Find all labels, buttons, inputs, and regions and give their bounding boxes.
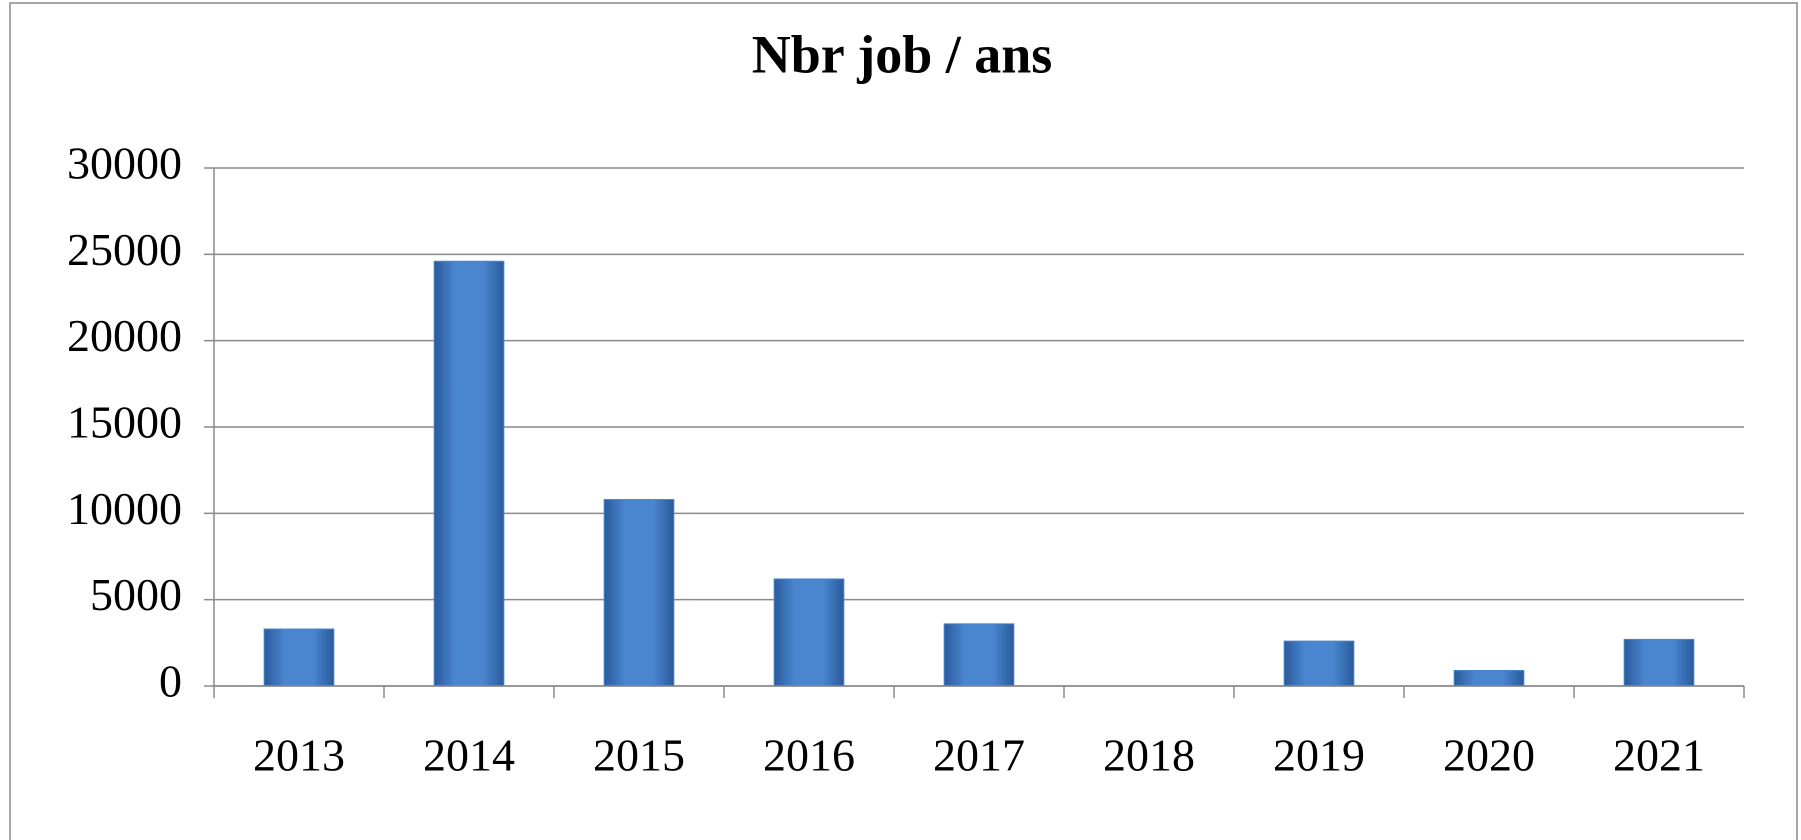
x-tick-label: 2019 bbox=[1273, 730, 1365, 781]
x-tick-label: 2015 bbox=[593, 730, 685, 781]
y-tick-label: 30000 bbox=[67, 138, 182, 189]
bar bbox=[1623, 638, 1695, 687]
bar bbox=[773, 578, 845, 687]
bar bbox=[263, 628, 335, 687]
chart-frame bbox=[9, 2, 1798, 840]
y-tick-label: 15000 bbox=[67, 397, 182, 448]
bar bbox=[1283, 640, 1355, 687]
y-tick-label: 10000 bbox=[67, 483, 182, 534]
x-tick-label: 2013 bbox=[253, 730, 345, 781]
y-tick-label: 25000 bbox=[67, 224, 182, 275]
x-tick-label: 2020 bbox=[1443, 730, 1535, 781]
bar bbox=[433, 260, 505, 687]
y-tick-label: 5000 bbox=[90, 569, 182, 620]
x-tick-label: 2016 bbox=[763, 730, 855, 781]
y-tick-label: 0 bbox=[159, 656, 182, 707]
bar bbox=[1453, 669, 1525, 687]
x-tick-label: 2014 bbox=[423, 730, 515, 781]
y-tick-label: 20000 bbox=[67, 310, 182, 361]
chart-title: Nbr job / ans bbox=[752, 24, 1053, 84]
x-tick-label: 2021 bbox=[1613, 730, 1705, 781]
bar bbox=[603, 499, 675, 687]
x-tick-label: 2017 bbox=[933, 730, 1025, 781]
bar bbox=[943, 623, 1015, 687]
x-tick-label: 2018 bbox=[1103, 730, 1195, 781]
